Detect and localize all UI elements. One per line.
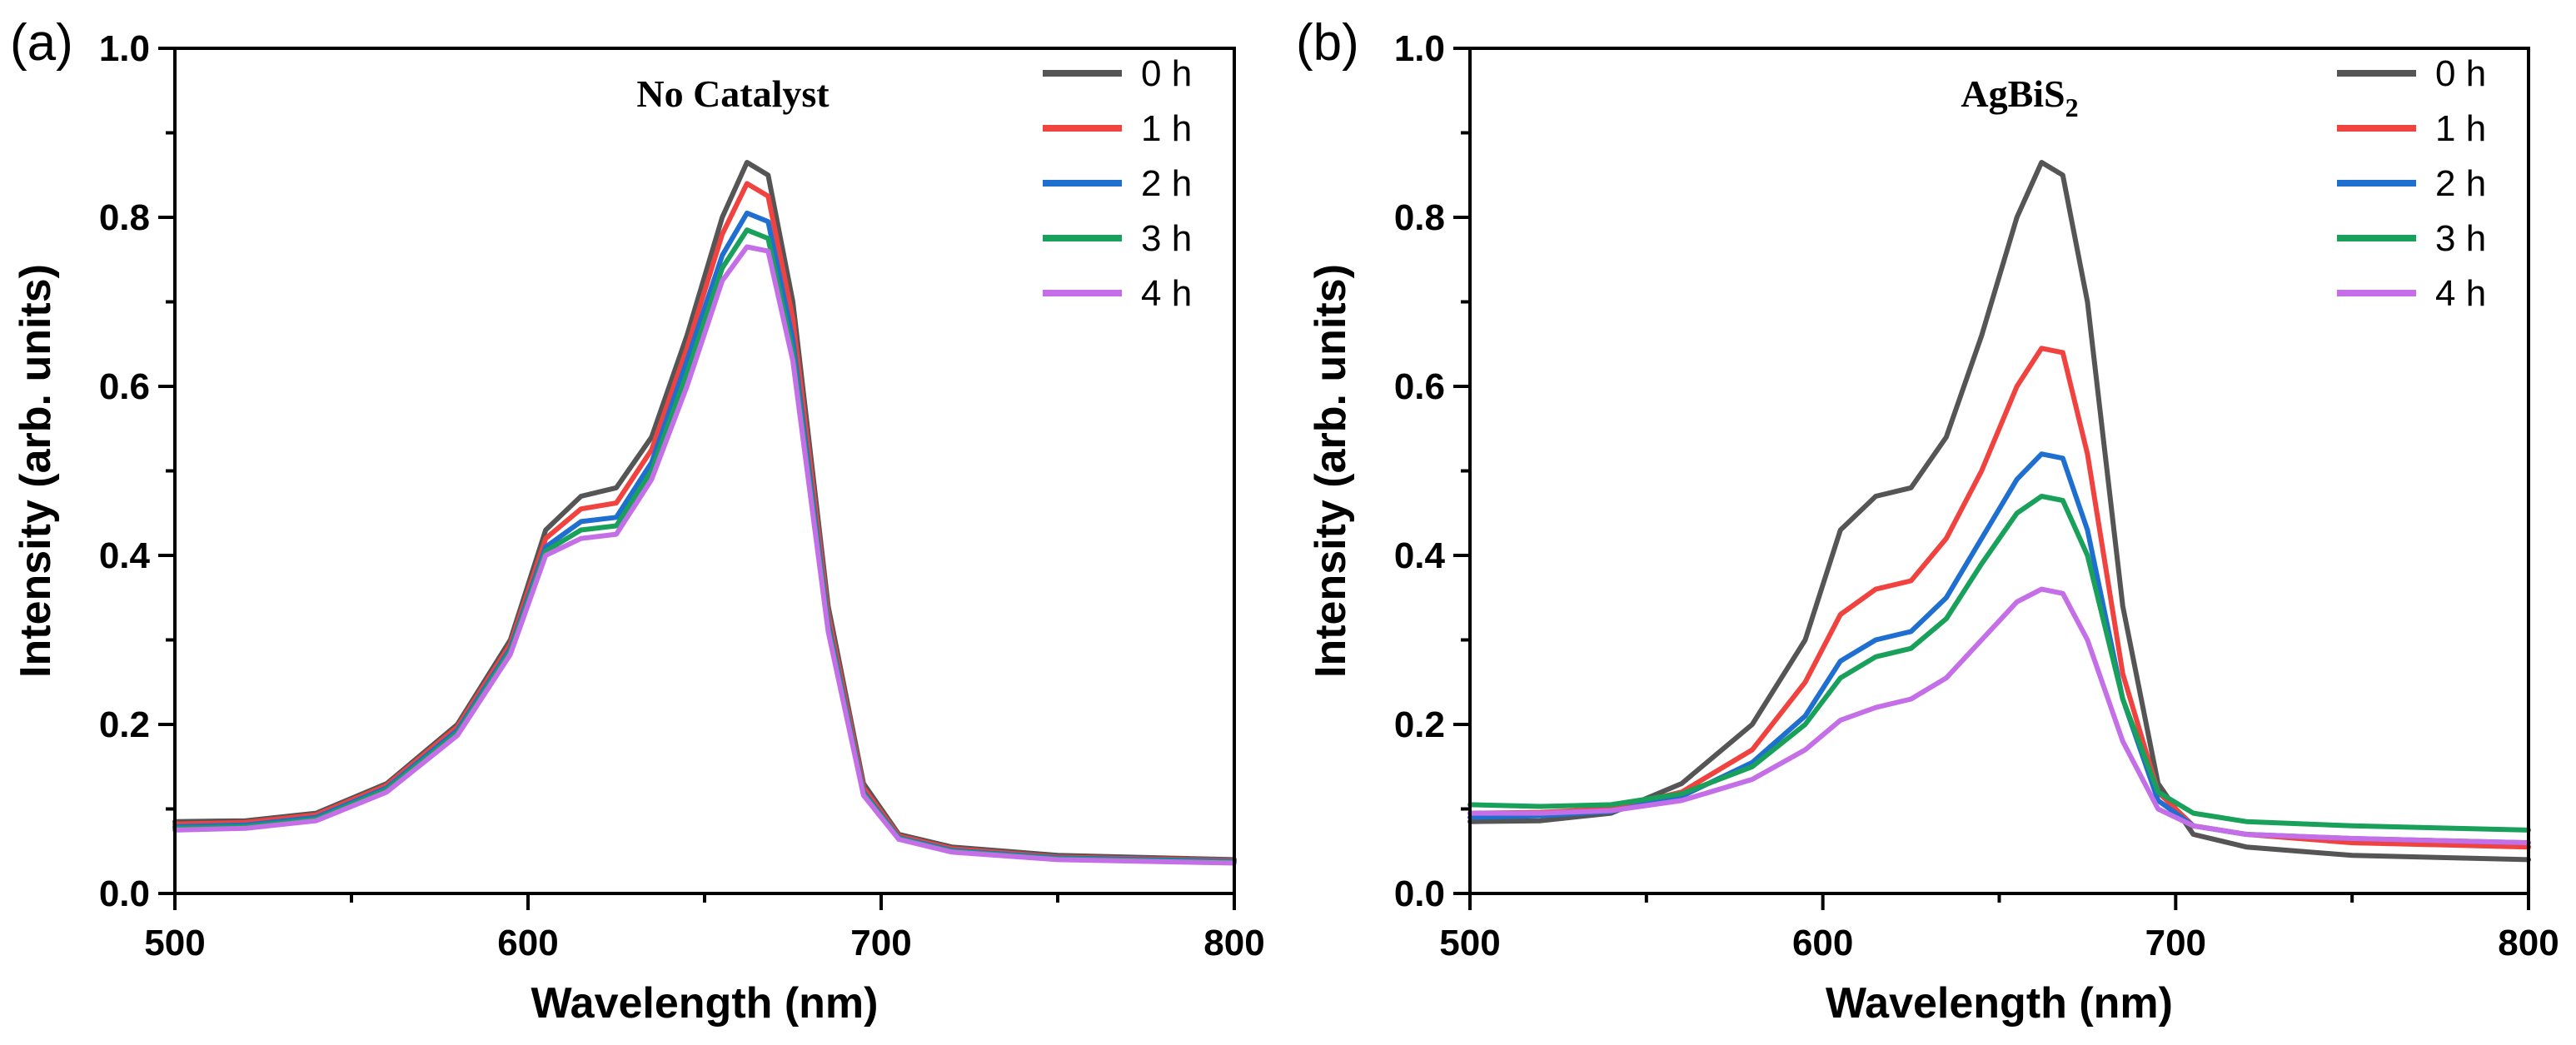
legend: 0 h 1 h 2 h 3 h 4 h [2337,53,2486,314]
series-line-0h [172,160,1237,863]
legend-label: 4 h [1141,273,1192,314]
chart-title-text: AgBiS [1961,72,2065,115]
y-tick-label: 0.0 [99,873,150,914]
y-tick-label: 1.0 [99,28,150,69]
x-tick-label: 600 [1792,923,1853,963]
y-tick-label: 0.2 [1394,704,1445,745]
x-tick-label: 500 [144,923,205,963]
series-line-4h [1467,586,2531,846]
legend-label: 3 h [1141,218,1192,259]
x-tick-label: 500 [1439,923,1500,963]
y-tick-label: 0.2 [99,704,150,745]
series-line-1h [172,181,1237,863]
panel-label: (a) [10,14,73,72]
legend-label: 0 h [2435,53,2486,94]
y-tick-label: 0.8 [99,197,150,238]
series-line-1h [1467,346,2531,850]
legend-label: 3 h [2435,218,2486,259]
legend: 0 h 1 h 2 h 3 h 4 h [1043,53,1192,314]
chart-panel-b: (b) 500 600 700 800 0.0 0.2 0.4 0.6 0.8 1.0 Wavelen… [1296,14,2559,1028]
y-tick-label: 0.8 [1394,197,1445,238]
legend-label: 4 h [2435,273,2486,314]
series-line-2h [172,210,1237,864]
y-tick-label: 1.0 [1394,28,1445,69]
x-tick-label: 800 [2498,923,2559,963]
legend-label: 2 h [2435,163,2486,204]
x-axis-title: Wavelength (nm) [1826,979,2173,1028]
chart-title: AgBiS2 [1961,72,2078,122]
legend-label: 1 h [2435,108,2486,149]
chart-title: No Catalyst [636,72,830,115]
y-axis-title: Intensity (arb. units) [1307,264,1355,678]
panel-label: (b) [1296,14,1359,72]
y-tick-label: 0.0 [1394,873,1445,914]
legend-label: 0 h [1141,53,1192,94]
x-tick-label: 800 [1203,923,1264,963]
plot-frame [173,47,1236,895]
y-tick-label: 0.6 [1394,366,1445,407]
y-axis-title: Intensity (arb. units) [12,264,60,678]
legend-label: 2 h [1141,163,1192,204]
x-tick-label: 600 [497,923,558,963]
x-tick-label: 700 [850,923,911,963]
chart-title-subscript: 2 [2065,92,2079,122]
series-line-4h [172,244,1237,866]
series-line-3h [1467,494,2531,833]
y-tick-label: 0.6 [99,366,150,407]
x-axis-title: Wavelength (nm) [531,979,879,1028]
x-tick-label: 700 [2145,923,2206,963]
y-tick-label: 0.4 [99,535,151,576]
chart-panel-a: (a) 500 600 700 800 0.0 0.2 0.4 0.6 0.8 1.0 Wavelen… [10,14,1265,1028]
y-tick-label: 0.4 [1394,535,1446,576]
legend-label: 1 h [1141,108,1192,149]
series-line-2h [1467,451,2531,846]
series-line-3h [172,227,1237,865]
chart-title-text: No Catalyst [636,72,830,115]
plot-frame [1468,47,2530,895]
